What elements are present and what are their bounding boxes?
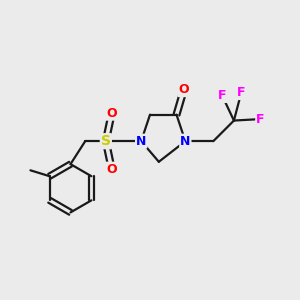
Text: F: F [218, 89, 226, 102]
Text: N: N [180, 135, 190, 148]
Text: S: S [101, 134, 111, 148]
Text: O: O [106, 163, 117, 176]
Text: N: N [136, 135, 146, 148]
Text: F: F [256, 112, 265, 126]
Text: F: F [237, 86, 245, 99]
Text: O: O [106, 107, 117, 120]
Text: O: O [178, 83, 189, 96]
